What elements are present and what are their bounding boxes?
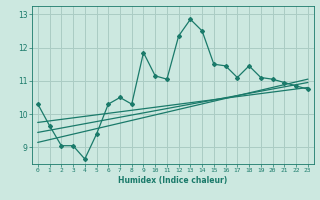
X-axis label: Humidex (Indice chaleur): Humidex (Indice chaleur) bbox=[118, 176, 228, 185]
